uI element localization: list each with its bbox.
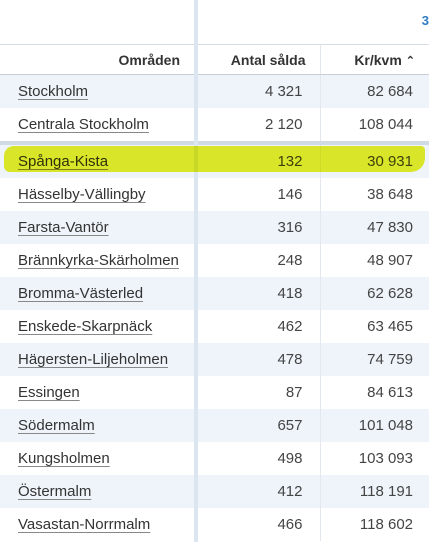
area-link[interactable]: Hässelby-Vällingby <box>18 186 146 203</box>
area-link[interactable]: Essingen <box>18 384 80 401</box>
table-row: Bromma-Västerled 418 62 628 <box>0 277 429 310</box>
price-cell: 63 465 <box>319 310 429 343</box>
area-link[interactable]: Farsta-Vantör <box>18 219 109 236</box>
table-header-row: Områden Antal sålda Kr/kvm ⌃ <box>0 45 429 75</box>
sold-cell: 87 <box>198 376 320 409</box>
sold-cell: 498 <box>198 442 320 475</box>
area-cell: Bromma-Västerled <box>0 277 198 310</box>
price-cell: 118 191 <box>319 475 429 508</box>
table-row: Hässelby-Vällingby 146 38 648 <box>0 178 429 211</box>
area-cell: Enskede-Skarpnäck <box>0 310 198 343</box>
table-row: Södermalm 657 101 048 <box>0 409 429 442</box>
table-row: Kungsholmen 498 103 093 <box>0 442 429 475</box>
sold-cell: 412 <box>198 475 320 508</box>
price-cell: 103 093 <box>319 442 429 475</box>
area-link[interactable]: Brännkyrka-Skärholmen <box>18 252 179 269</box>
table-row: Farsta-Vantör 316 47 830 <box>0 211 429 244</box>
price-cell: 62 628 <box>319 277 429 310</box>
price-cell: 82 684 <box>319 74 429 108</box>
area-cell: Stockholm <box>0 74 198 108</box>
area-link[interactable]: Centrala Stockholm <box>18 116 149 133</box>
table-row: Hägersten-Liljeholmen 478 74 759 <box>0 343 429 376</box>
sold-cell: 248 <box>198 244 320 277</box>
top-divider <box>0 44 429 45</box>
area-cell: Östermalm <box>0 475 198 508</box>
area-cell: Hägersten-Liljeholmen <box>0 343 198 376</box>
column-header-price[interactable]: Kr/kvm ⌃ <box>319 45 429 75</box>
area-cell: Spånga-Kista <box>0 145 198 178</box>
price-cell: 48 907 <box>319 244 429 277</box>
area-link[interactable]: Bromma-Västerled <box>18 285 144 302</box>
sales-table: Områden Antal sålda Kr/kvm ⌃ Stockholm 4 3… <box>0 45 429 541</box>
table-top-bar: 3 <box>0 0 429 44</box>
sold-cell: 466 <box>198 508 320 541</box>
area-link[interactable]: Enskede-Skarpnäck <box>18 318 153 335</box>
column-header-sold-label: Antal sålda <box>230 51 306 68</box>
sold-cell: 132 <box>198 145 320 178</box>
area-cell: Brännkyrka-Skärholmen <box>0 244 198 277</box>
table-row: Brännkyrka-Skärholmen 248 48 907 <box>0 244 429 277</box>
table-row: Enskede-Skarpnäck 462 63 465 <box>0 310 429 343</box>
area-cell: Hässelby-Vällingby <box>0 178 198 211</box>
chevron-up-icon[interactable]: ⌃ <box>405 54 415 67</box>
area-link[interactable]: Hägersten-Liljeholmen <box>18 351 169 368</box>
area-link[interactable]: Spånga-Kista <box>18 153 109 170</box>
sold-cell: 418 <box>198 277 320 310</box>
area-link[interactable]: Östermalm <box>18 483 92 500</box>
area-cell: Centrala Stockholm <box>0 108 198 143</box>
table-row: Stockholm 4 321 82 684 <box>0 74 429 108</box>
column-header-area[interactable]: Områden <box>0 45 198 75</box>
price-cell: 38 648 <box>319 178 429 211</box>
area-link[interactable]: Kungsholmen <box>18 450 110 467</box>
sold-cell: 462 <box>198 310 320 343</box>
area-cell: Kungsholmen <box>0 442 198 475</box>
area-link[interactable]: Södermalm <box>18 417 95 434</box>
area-link[interactable]: Vasastan-Norrmalm <box>18 516 151 533</box>
top-left-cell <box>0 0 194 44</box>
area-cell: Södermalm <box>0 409 198 442</box>
price-cell: 108 044 <box>319 108 429 143</box>
sold-cell: 146 <box>198 178 320 211</box>
column-header-price-label: Kr/kvm <box>354 51 402 68</box>
price-cell: 84 613 <box>319 376 429 409</box>
table-row: Centrala Stockholm 2 120 108 044 <box>0 108 429 143</box>
area-cell: Vasastan-Norrmalm <box>0 508 198 541</box>
table-row: Vasastan-Norrmalm 466 118 602 <box>0 508 429 541</box>
area-cell: Farsta-Vantör <box>0 211 198 244</box>
table-row: Spånga-Kista 132 30 931 <box>0 145 429 178</box>
table-row: Östermalm 412 118 191 <box>0 475 429 508</box>
price-cell: 118 602 <box>319 508 429 541</box>
sold-cell: 316 <box>198 211 320 244</box>
price-cell: 101 048 <box>319 409 429 442</box>
price-cell: 30 931 <box>319 145 429 178</box>
column-separator <box>194 0 198 542</box>
sold-cell: 4 321 <box>198 74 320 108</box>
area-link[interactable]: Stockholm <box>18 83 89 100</box>
header-peek-text: 3 <box>421 13 429 28</box>
sold-cell: 2 120 <box>198 108 320 143</box>
sold-cell: 657 <box>198 409 320 442</box>
top-right-cell: 3 <box>198 0 429 44</box>
column-header-area-label: Områden <box>118 51 180 68</box>
price-cell: 74 759 <box>319 343 429 376</box>
price-cell: 47 830 <box>319 211 429 244</box>
column-header-sold[interactable]: Antal sålda <box>198 45 320 75</box>
table-row: Essingen 87 84 613 <box>0 376 429 409</box>
area-cell: Essingen <box>0 376 198 409</box>
sold-cell: 478 <box>198 343 320 376</box>
